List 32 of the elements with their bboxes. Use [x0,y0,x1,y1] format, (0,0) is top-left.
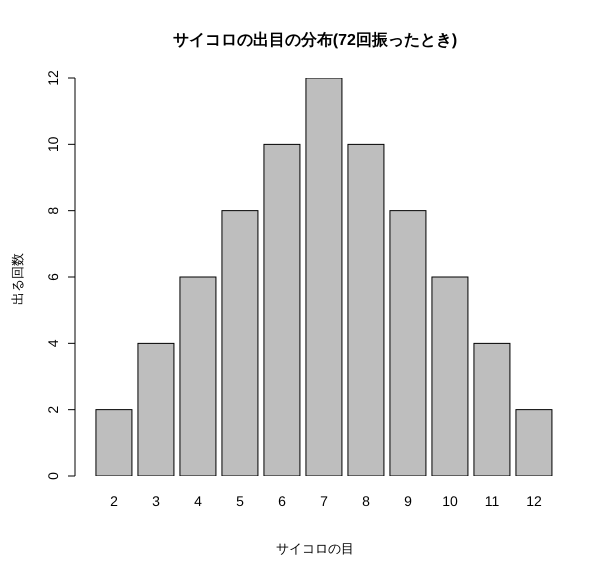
x-tick-label: 7 [320,492,328,509]
bar [515,409,552,476]
x-tick-label: 8 [362,492,370,509]
bar [137,342,174,476]
y-tick-label: 8 [45,206,61,215]
x-tick-label: 4 [194,492,202,509]
y-tick-label: 4 [45,339,61,348]
x-axis-title: サイコロの目 [275,540,355,558]
y-tick-label: 6 [45,272,61,281]
x-tick-label: 5 [236,492,244,509]
x-tick-label: 6 [278,492,286,509]
bar [431,276,468,476]
bar [347,144,384,476]
bar [179,276,216,476]
y-axis-title: 出る回数 [9,252,26,307]
bar [263,144,300,476]
bar [305,78,342,476]
y-tick-label: 0 [45,472,61,480]
y-tick-label: 10 [45,136,61,152]
x-tick-label: 3 [152,492,160,509]
y-tick-label: 12 [45,70,61,86]
x-tick-label: 12 [526,492,542,509]
bar [95,409,132,476]
chart-title: サイコロの出目の分布(72回振ったとき) [172,30,458,51]
x-tick-label: 10 [442,492,458,509]
bar [389,210,426,476]
y-tick-label: 2 [45,406,61,414]
bar [473,342,510,476]
x-tick-label: 2 [110,492,118,509]
x-tick-label: 9 [404,492,412,509]
x-tick-label: 11 [484,492,500,509]
bar [221,210,258,476]
